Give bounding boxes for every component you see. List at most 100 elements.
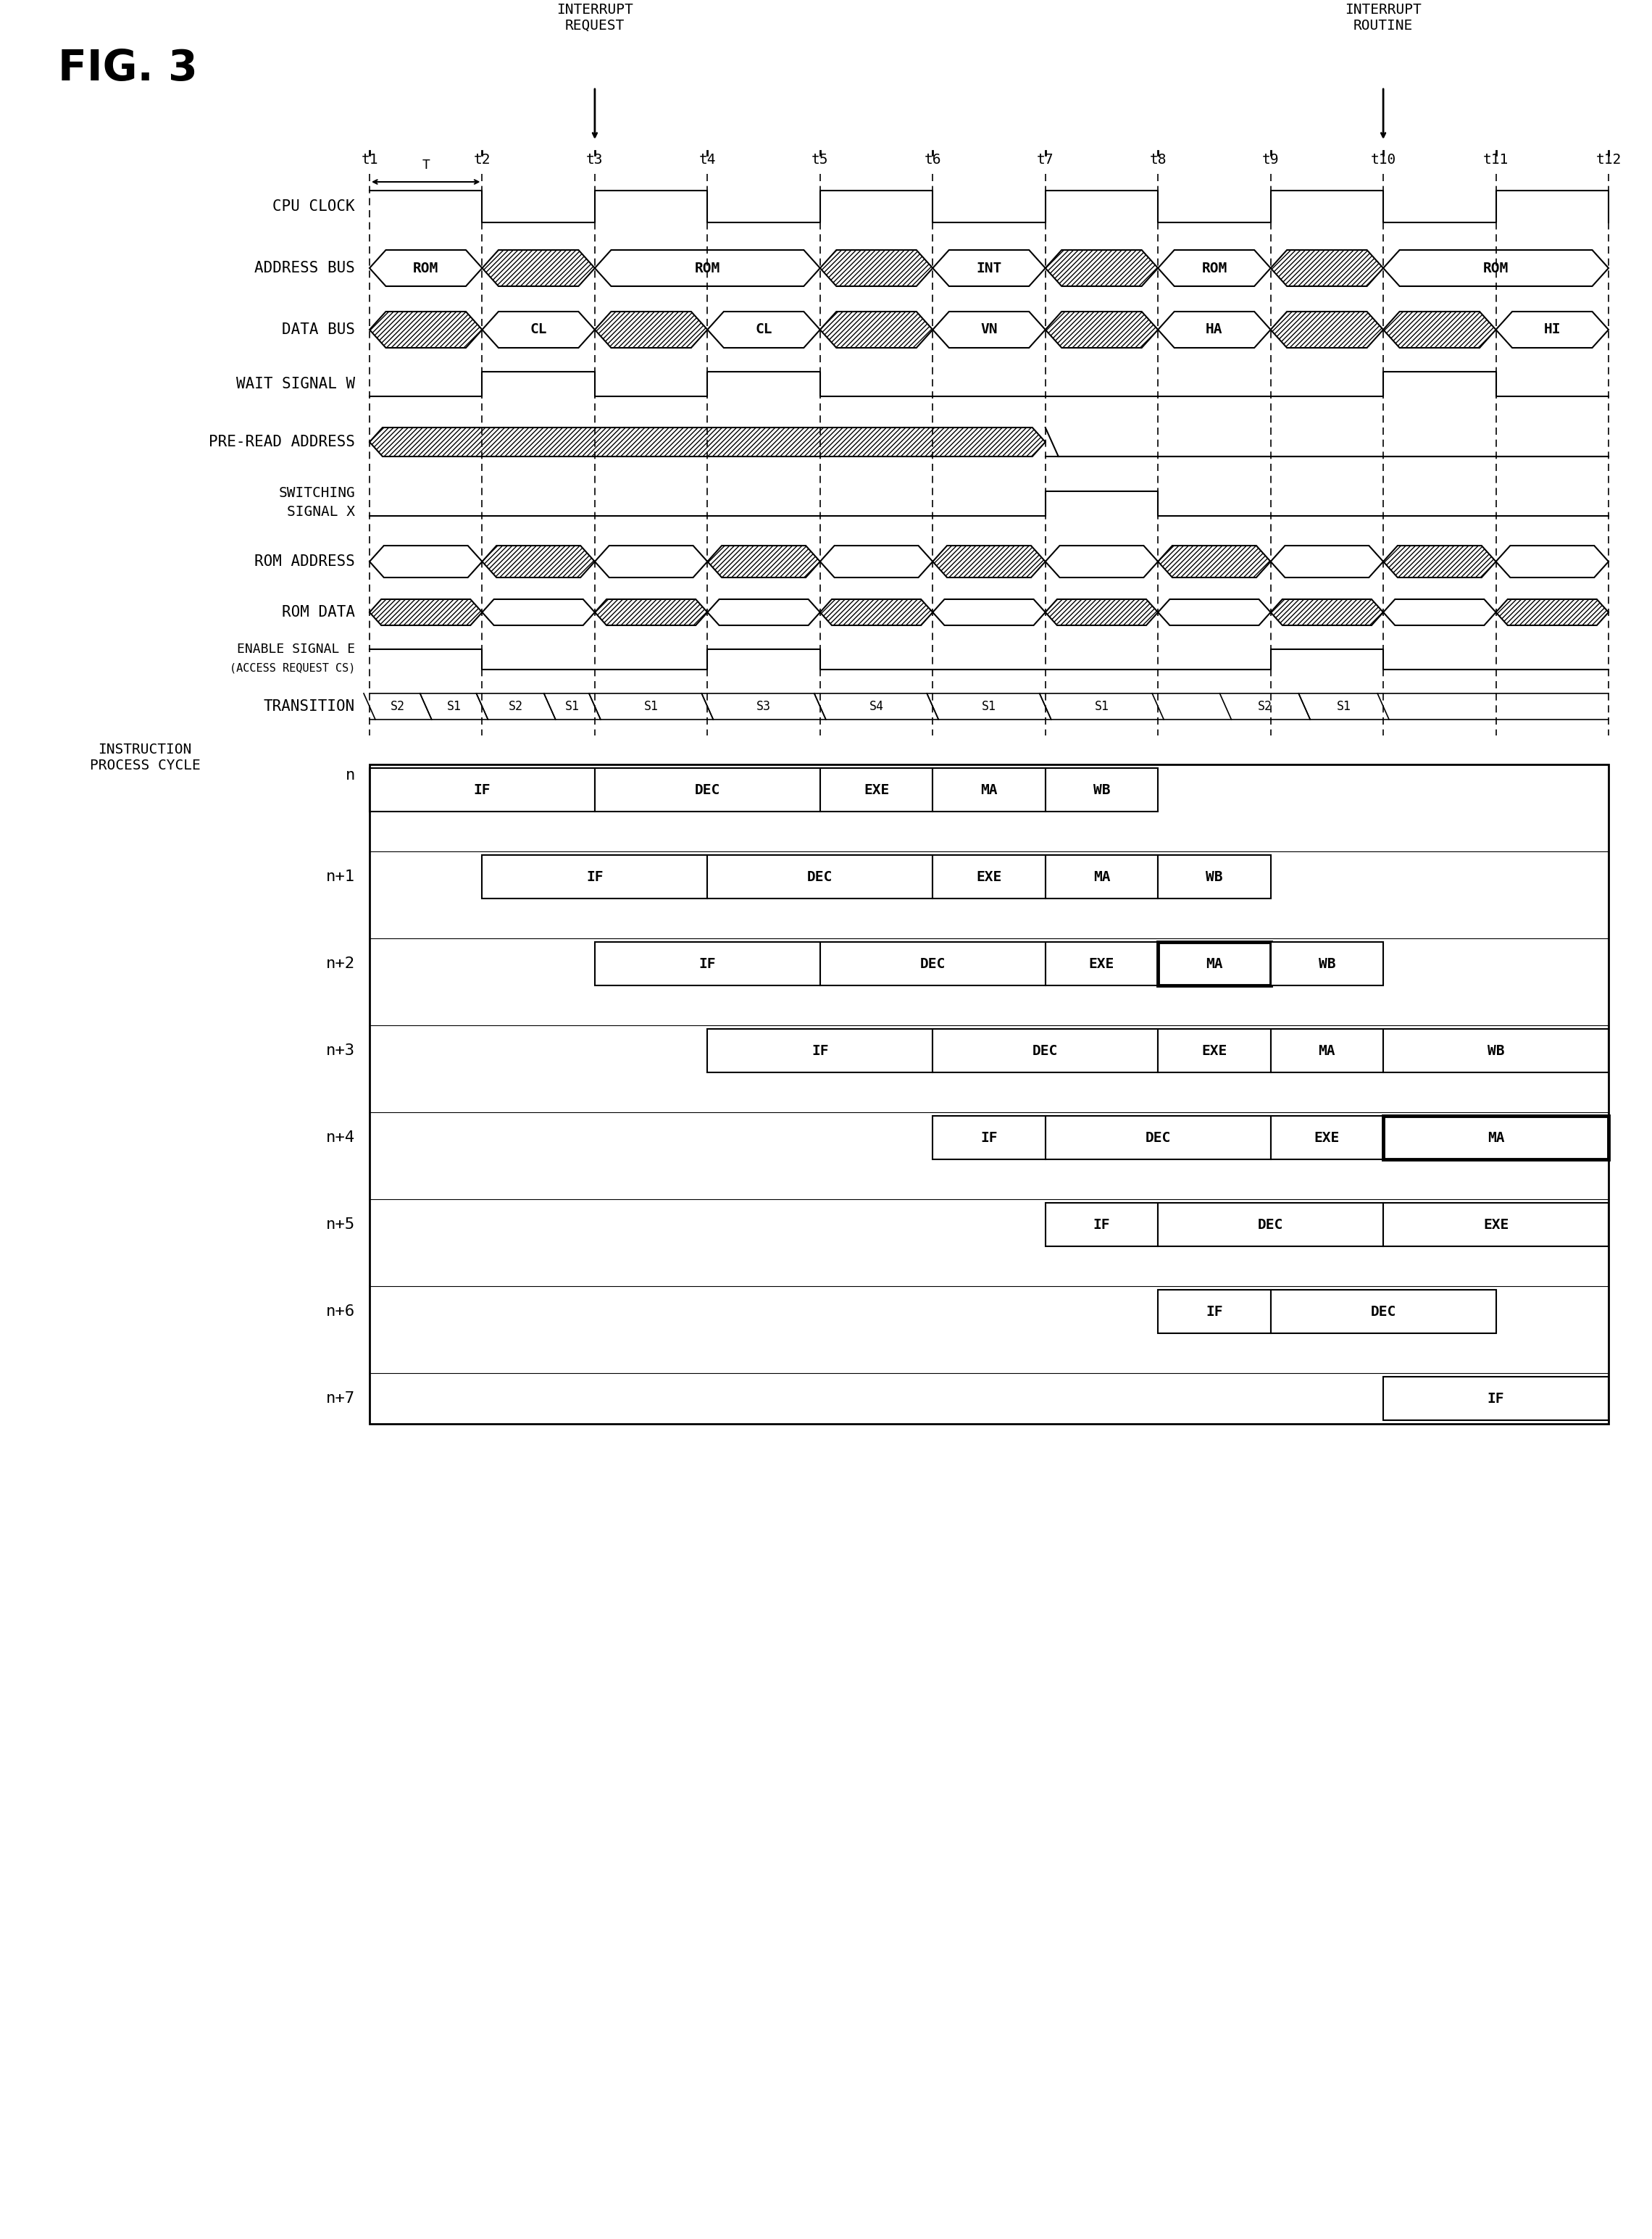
Polygon shape: [819, 251, 933, 287]
Text: IF: IF: [699, 956, 715, 969]
Text: INTERRUPT
ROUTINE: INTERRUPT ROUTINE: [1345, 2, 1422, 34]
Bar: [933, 855, 1046, 898]
Bar: [819, 768, 933, 811]
Bar: [1158, 1202, 1383, 1247]
Polygon shape: [595, 600, 707, 625]
Text: DEC: DEC: [694, 784, 720, 797]
Polygon shape: [707, 311, 819, 347]
Polygon shape: [370, 546, 482, 578]
Text: EXE: EXE: [1089, 956, 1115, 969]
Text: ROM: ROM: [413, 262, 439, 275]
Bar: [933, 1030, 1158, 1072]
Text: S1: S1: [565, 701, 580, 712]
Text: IF: IF: [1487, 1393, 1505, 1406]
Bar: [1046, 855, 1158, 898]
Text: IF: IF: [981, 1131, 998, 1144]
Text: ROM: ROM: [1483, 262, 1508, 275]
Bar: [819, 943, 1046, 985]
Polygon shape: [933, 600, 1046, 625]
Polygon shape: [819, 311, 933, 347]
Text: S1: S1: [1094, 701, 1108, 712]
Bar: [370, 768, 595, 811]
Bar: [370, 763, 1609, 1424]
Polygon shape: [595, 546, 707, 578]
Text: t10: t10: [1371, 152, 1396, 166]
Text: TRANSITION: TRANSITION: [264, 699, 355, 714]
Text: WB: WB: [1094, 784, 1110, 797]
Bar: [1046, 1115, 1270, 1160]
Polygon shape: [1497, 546, 1609, 578]
Polygon shape: [370, 251, 482, 287]
Text: t9: t9: [1262, 152, 1279, 166]
Text: S2: S2: [1257, 701, 1272, 712]
Bar: [1046, 943, 1158, 985]
Bar: [1383, 1115, 1609, 1160]
Polygon shape: [370, 600, 482, 625]
Polygon shape: [707, 546, 819, 578]
Polygon shape: [370, 428, 1046, 457]
Polygon shape: [933, 546, 1046, 578]
Bar: [1270, 1030, 1383, 1072]
Polygon shape: [1383, 311, 1497, 347]
Text: WB: WB: [1487, 1043, 1505, 1057]
Text: t6: t6: [923, 152, 942, 166]
Polygon shape: [1497, 311, 1609, 347]
Text: MA: MA: [1487, 1131, 1505, 1144]
Polygon shape: [933, 311, 1046, 347]
Polygon shape: [819, 546, 933, 578]
Text: HI: HI: [1543, 322, 1561, 336]
Text: n+2: n+2: [325, 956, 355, 972]
Text: HA: HA: [1206, 322, 1222, 336]
Polygon shape: [595, 251, 819, 287]
Text: DEC: DEC: [1145, 1131, 1171, 1144]
Text: EXE: EXE: [1483, 1218, 1508, 1231]
Text: ROM: ROM: [1201, 262, 1227, 275]
Bar: [1046, 1202, 1158, 1247]
Polygon shape: [1270, 311, 1383, 347]
Text: DEC: DEC: [808, 871, 833, 884]
Text: EXE: EXE: [1201, 1043, 1227, 1057]
Text: ROM ADDRESS: ROM ADDRESS: [254, 555, 355, 569]
Text: n+5: n+5: [325, 1218, 355, 1231]
Bar: [1270, 943, 1383, 985]
Text: t7: t7: [1037, 152, 1054, 166]
Text: n+7: n+7: [325, 1390, 355, 1406]
Bar: [595, 768, 819, 811]
Text: MA: MA: [1206, 956, 1222, 969]
Text: CL: CL: [530, 322, 547, 336]
Text: ADDRESS BUS: ADDRESS BUS: [254, 262, 355, 275]
Polygon shape: [1383, 546, 1497, 578]
Bar: [1158, 855, 1270, 898]
Text: PRE-READ ADDRESS: PRE-READ ADDRESS: [208, 434, 355, 450]
Text: WB: WB: [1206, 871, 1222, 884]
Bar: [1158, 943, 1270, 985]
Bar: [933, 1115, 1046, 1160]
Bar: [1158, 1290, 1270, 1332]
Polygon shape: [370, 311, 482, 347]
Text: IF: IF: [811, 1043, 829, 1057]
Text: EXE: EXE: [976, 871, 1001, 884]
Polygon shape: [482, 251, 595, 287]
Polygon shape: [1158, 600, 1270, 625]
Text: ROM DATA: ROM DATA: [282, 605, 355, 620]
Bar: [1270, 1290, 1497, 1332]
Text: S4: S4: [869, 701, 884, 712]
Text: S3: S3: [757, 701, 771, 712]
Text: EXE: EXE: [864, 784, 889, 797]
Polygon shape: [1158, 311, 1270, 347]
Text: FIG. 3: FIG. 3: [58, 49, 198, 90]
Text: S2: S2: [509, 701, 524, 712]
Text: WAIT SIGNAL W: WAIT SIGNAL W: [236, 376, 355, 392]
Text: t12: t12: [1596, 152, 1621, 166]
Text: ENABLE SIGNAL E: ENABLE SIGNAL E: [236, 643, 355, 656]
Text: n+4: n+4: [325, 1131, 355, 1144]
Text: DEC: DEC: [1032, 1043, 1059, 1057]
Bar: [707, 855, 933, 898]
Text: WB: WB: [1318, 956, 1335, 969]
Text: S1: S1: [1336, 701, 1351, 712]
Text: n+3: n+3: [325, 1043, 355, 1057]
Bar: [1383, 1377, 1609, 1420]
Text: t11: t11: [1483, 152, 1508, 166]
Text: n+1: n+1: [325, 869, 355, 884]
Text: MA: MA: [981, 784, 998, 797]
